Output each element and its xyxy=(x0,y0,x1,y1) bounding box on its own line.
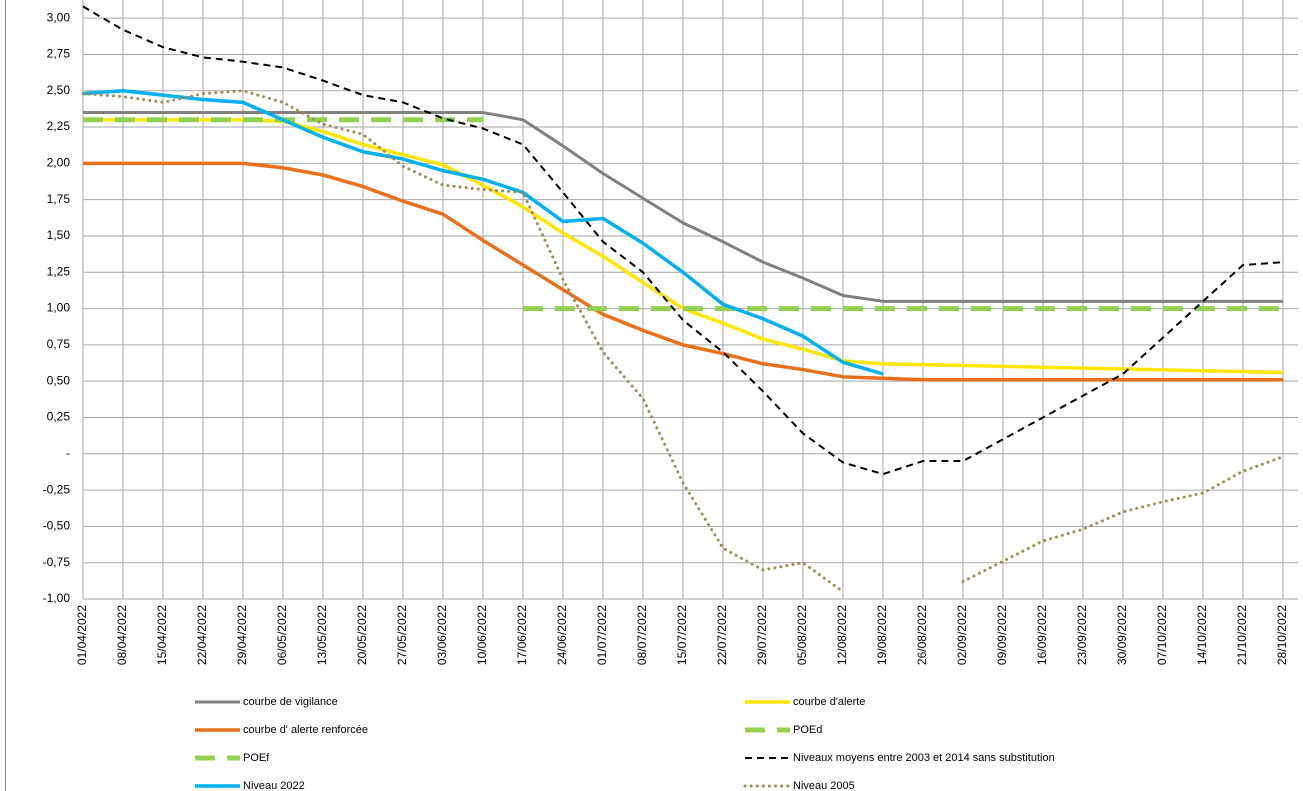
legend-label: courbe d' alerte renforcée xyxy=(243,724,368,736)
y-tick-label: 1,25 xyxy=(47,264,71,278)
legend-label: Niveau 2005 xyxy=(793,780,855,791)
legend-label: POEf xyxy=(243,752,270,764)
series-line xyxy=(83,111,1283,303)
x-tick-label: 28/10/2022 xyxy=(1275,605,1289,665)
y-tick-label: 0,50 xyxy=(47,373,71,387)
y-tick-label: 0,75 xyxy=(47,337,71,351)
x-tick-label: 07/10/2022 xyxy=(1155,605,1169,665)
y-tick-label: -0,50 xyxy=(43,519,71,533)
y-tick-label: 2,75 xyxy=(47,47,71,61)
legend-label: Niveau 2022 xyxy=(243,780,305,791)
y-tick-label: 1,75 xyxy=(47,192,71,206)
x-tick-label: 02/09/2022 xyxy=(955,605,969,665)
y-tick-label: 1,00 xyxy=(47,301,71,315)
x-tick-label: 16/09/2022 xyxy=(1035,605,1049,665)
x-tick-label: 14/10/2022 xyxy=(1195,605,1209,665)
legend-label: Niveaux moyens entre 2003 et 2014 sans s… xyxy=(793,752,1055,764)
x-tick-label: 08/04/2022 xyxy=(115,605,129,665)
series-line xyxy=(83,161,1283,382)
y-tick-label: - xyxy=(66,446,70,460)
y-tick-label: 1,50 xyxy=(47,228,71,242)
x-tick-label: 23/09/2022 xyxy=(1075,605,1089,665)
series-line xyxy=(81,89,1285,594)
legend-label: courbe de vigilance xyxy=(243,696,338,708)
x-tick-label: 01/07/2022 xyxy=(595,605,609,665)
series-line xyxy=(82,89,884,376)
x-tick-label: 03/06/2022 xyxy=(435,605,449,665)
x-tick-label: 24/06/2022 xyxy=(555,605,569,665)
x-tick-label: 21/10/2022 xyxy=(1235,605,1249,665)
y-tick-label: 0,25 xyxy=(47,410,71,424)
x-tick-label: 15/07/2022 xyxy=(675,605,689,665)
y-tick-label: 2,25 xyxy=(47,119,71,133)
x-tick-label: 29/07/2022 xyxy=(755,605,769,665)
x-tick-label: 30/09/2022 xyxy=(1115,605,1129,665)
x-tick-label: 06/05/2022 xyxy=(275,605,289,665)
x-tick-label: 10/06/2022 xyxy=(475,605,489,665)
y-tick-label: -0,25 xyxy=(43,482,71,496)
y-tick-label: 2,50 xyxy=(47,83,71,97)
x-tick-label: 22/07/2022 xyxy=(715,605,729,665)
x-tick-label: 15/04/2022 xyxy=(155,605,169,665)
y-tick-label: 2,00 xyxy=(47,156,71,170)
x-tick-label: 22/04/2022 xyxy=(195,605,209,665)
x-tick-label: 29/04/2022 xyxy=(235,605,249,665)
x-tick-label: 08/07/2022 xyxy=(635,605,649,665)
y-tick-label: -1,00 xyxy=(43,591,71,605)
legend-label: courbe d'alerte xyxy=(793,696,865,708)
x-tick-label: 09/09/2022 xyxy=(995,605,1009,665)
x-tick-label: 20/05/2022 xyxy=(355,605,369,665)
legend-label: POEd xyxy=(793,724,822,736)
y-tick-label: -0,75 xyxy=(43,555,71,569)
x-tick-label: 12/08/2022 xyxy=(835,605,849,665)
x-tick-label: 26/08/2022 xyxy=(915,605,929,665)
x-tick-label: 05/08/2022 xyxy=(795,605,809,665)
x-tick-label: 01/04/2022 xyxy=(75,605,89,665)
x-tick-label: 27/05/2022 xyxy=(395,605,409,665)
series-line xyxy=(82,5,1284,476)
y-tick-label: 3,00 xyxy=(47,10,71,24)
x-tick-label: 19/08/2022 xyxy=(875,605,889,665)
x-tick-label: 13/05/2022 xyxy=(315,605,329,665)
x-tick-label: 17/06/2022 xyxy=(515,605,529,665)
